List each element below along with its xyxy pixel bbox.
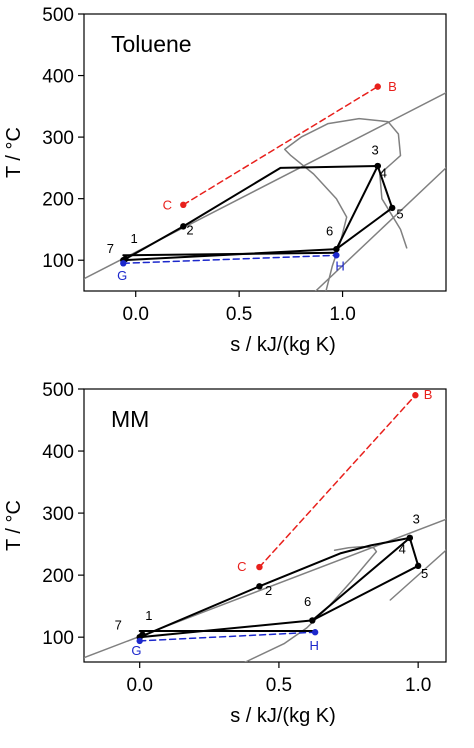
series-isobar-high xyxy=(314,167,446,291)
y-tick-label: 200 xyxy=(42,190,74,211)
state-label-4: 4 xyxy=(380,166,387,181)
state-label-H: H xyxy=(335,259,344,274)
plot-frame xyxy=(83,13,447,292)
state-label-2: 2 xyxy=(186,222,193,237)
series-heat-sink xyxy=(122,254,338,265)
state-point-2 xyxy=(256,583,263,590)
state-label-2: 2 xyxy=(265,583,272,598)
series-group xyxy=(84,394,446,662)
y-tick-label: 400 xyxy=(42,67,74,88)
y-tick-label: 400 xyxy=(42,442,74,463)
state-point-H xyxy=(311,629,319,636)
panel-title: Toluene xyxy=(111,31,192,57)
y-tick-label: 200 xyxy=(42,566,74,587)
y-tick-label: 300 xyxy=(42,504,74,525)
state-label-3: 3 xyxy=(413,512,420,527)
state-label-4: 4 xyxy=(399,541,406,556)
series-cycle-isobar xyxy=(335,165,379,251)
state-point-6 xyxy=(309,617,316,624)
y-axis-title: T / °C xyxy=(3,500,25,551)
series-heat-source xyxy=(182,85,379,206)
state-point-H xyxy=(333,252,340,259)
x-tick-label: 0.5 xyxy=(266,675,292,696)
state-point-G xyxy=(120,260,127,267)
state-point-6 xyxy=(333,245,340,253)
y-tick-label: 300 xyxy=(42,128,74,149)
x-axis-title: s / kJ/(kg K) xyxy=(230,705,336,727)
state-label-6: 6 xyxy=(304,594,311,609)
state-label-3: 3 xyxy=(372,142,379,157)
state-label-6: 6 xyxy=(326,224,333,239)
y-axis-title: T / °C xyxy=(3,127,25,178)
state-label-H: H xyxy=(310,638,319,653)
series-group xyxy=(84,85,446,291)
state-label-B: B xyxy=(424,387,433,402)
x-axis-title: s / kJ/(kg K) xyxy=(230,334,336,356)
y-tick-label: 100 xyxy=(42,628,74,649)
series-cycle xyxy=(122,165,394,262)
state-point-5 xyxy=(389,204,396,212)
state-point-G xyxy=(136,637,143,645)
y-tick-label: 500 xyxy=(42,5,74,26)
x-tick-label: 1.0 xyxy=(329,304,355,325)
state-label-B: B xyxy=(388,79,397,94)
y-tick-label: 500 xyxy=(42,380,74,401)
state-point-4 xyxy=(406,534,413,542)
state-label-G: G xyxy=(117,268,127,283)
panel-title: MM xyxy=(111,406,149,432)
x-tick-label: 0.0 xyxy=(126,675,152,696)
state-point-C xyxy=(180,201,187,209)
state-label-G: G xyxy=(131,643,141,658)
state-label-1: 1 xyxy=(131,231,138,246)
state-point-C xyxy=(256,563,263,571)
x-tick-label: 0.5 xyxy=(226,304,252,325)
series-cycle-liquid xyxy=(122,251,338,257)
state-label-7: 7 xyxy=(107,241,114,256)
state-label-7: 7 xyxy=(115,618,122,633)
state-point-B xyxy=(374,83,381,90)
y-tick-label: 100 xyxy=(42,251,74,272)
state-label-5: 5 xyxy=(421,566,428,581)
state-point-4 xyxy=(374,162,381,170)
state-label-1: 1 xyxy=(145,608,152,623)
series-cycle xyxy=(138,536,420,639)
series-isobar-high xyxy=(389,549,446,601)
state-label-5: 5 xyxy=(396,206,403,221)
state-label-C: C xyxy=(237,559,246,574)
state-label-C: C xyxy=(163,198,172,213)
plot-frame xyxy=(83,388,447,663)
series-heat-sink xyxy=(138,631,316,642)
x-tick-label: 1.0 xyxy=(405,675,431,696)
series-cycle-isobar xyxy=(311,536,411,622)
chart-panel-1: 1 2 34 5 6 7 B C G H 0.0 0.5 1.0 100 200 300 400 500 s / k… xyxy=(3,5,447,356)
chart-panel-2: 1 2 345 6 7 B C G H 0.0 0.5 1.0 100 200 300 400 500 s / k… xyxy=(3,380,447,727)
state-point-2 xyxy=(180,223,187,230)
x-tick-label: 0.0 xyxy=(123,304,149,325)
state-point-5 xyxy=(414,562,422,570)
series-heat-source xyxy=(258,394,417,568)
state-point-B xyxy=(412,392,419,399)
